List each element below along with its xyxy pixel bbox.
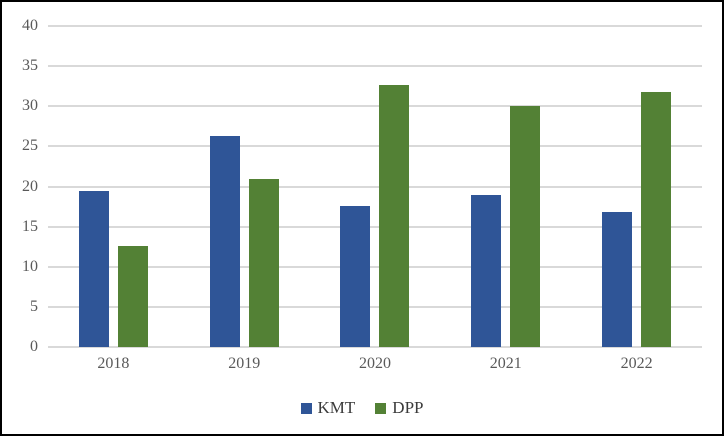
x-axis-line: [48, 346, 702, 348]
y-tick-label-0: 0: [30, 338, 38, 355]
bar-dpp-2020[interactable]: [379, 84, 410, 347]
x-category-label-2021: 2021: [489, 355, 522, 372]
bar-group-2020: [310, 26, 441, 347]
x-axis-category-labels: 2018 2019 2020 2021 2022: [48, 355, 702, 373]
bar-kmt-2018[interactable]: [78, 190, 109, 347]
legend-item-dpp[interactable]: DPP: [375, 398, 423, 418]
y-tick-label-35: 35: [22, 57, 38, 75]
bar-kmt-2022[interactable]: [602, 212, 633, 347]
legend-swatch-kmt: [300, 402, 312, 414]
gridline-40: [48, 25, 702, 27]
gridline-20: [48, 185, 702, 188]
gridline-25: [48, 145, 702, 148]
x-category-label-2018: 2018: [97, 355, 130, 372]
y-tick-label-10: 10: [22, 257, 38, 275]
bar-group-2018: [48, 26, 179, 347]
x-category-label-2019: 2019: [228, 355, 261, 372]
legend-label-dpp: DPP: [392, 398, 424, 417]
bar-dpp-2018[interactable]: [117, 245, 148, 347]
bar-dpp-2019[interactable]: [248, 179, 279, 347]
x-category-label-2020: 2020: [358, 355, 391, 372]
legend-label-kmt: KMT: [317, 398, 356, 417]
y-axis-tick-labels: 0 5 10 15 20 25 30 35 40: [2, 2, 38, 434]
bar-group-2022: [571, 26, 702, 347]
x-category-label-2022: 2022: [620, 355, 653, 372]
bar-kmt-2021[interactable]: [471, 195, 502, 347]
plot-area: [48, 25, 702, 348]
y-tick-label-40: 40: [22, 17, 38, 34]
bar-group-2019: [179, 26, 310, 347]
bar-dpp-2021[interactable]: [510, 106, 541, 347]
bar-dpp-2022[interactable]: [641, 91, 672, 347]
gridline-15: [48, 225, 702, 228]
gridline-10: [48, 265, 702, 268]
bar-group-2021: [440, 26, 571, 347]
y-tick-label-15: 15: [22, 217, 38, 235]
gridline-35: [48, 65, 702, 68]
legend-item-kmt[interactable]: KMT: [300, 398, 356, 418]
gridline-5: [48, 305, 702, 308]
gridline-30: [48, 105, 702, 108]
bar-kmt-2019[interactable]: [209, 135, 240, 347]
y-tick-label-30: 30: [22, 97, 38, 115]
y-tick-label-20: 20: [22, 177, 38, 195]
legend: KMT DPP: [2, 398, 722, 418]
y-tick-label-5: 5: [30, 297, 38, 315]
legend-swatch-dpp: [375, 402, 387, 414]
y-tick-label-25: 25: [22, 137, 38, 155]
bar-kmt-2020[interactable]: [340, 205, 371, 347]
bar-groups: [48, 26, 702, 347]
